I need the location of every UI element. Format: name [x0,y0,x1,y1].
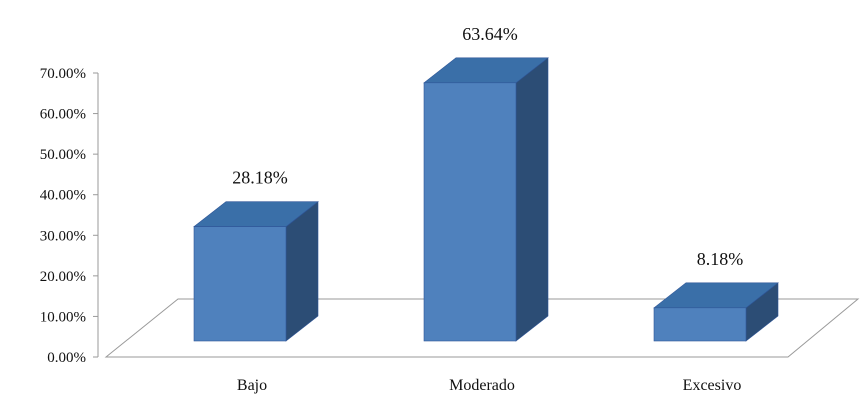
bar-bajo [193,201,319,342]
bar-moderado [423,57,549,342]
bar-front [193,226,287,342]
bar-front [653,307,747,342]
y-tick-label: 40.00% [40,188,86,204]
floor-plane [104,298,860,358]
y-tick-label: 20.00% [40,269,86,285]
y-tick-label: 30.00% [40,228,86,244]
data-label: 8.18% [697,249,744,269]
data-label: 63.64% [462,24,518,44]
data-label: 28.18% [232,168,288,188]
y-tick-label: 0.00% [47,350,86,366]
category-label: Moderado [449,377,515,394]
category-label: Bajo [237,377,267,394]
bar-excesivo [653,282,779,342]
y-tick-label: 50.00% [40,147,86,163]
data-labels: 28.18% 63.64% 8.18% [232,24,743,269]
x-tick-labels: Bajo Moderado Excesivo [237,377,741,394]
y-tick-labels: 0.00% 10.00% 20.00% 30.00% 40.00% 50.00% 60.00… [40,66,98,366]
bar-side [515,57,549,342]
bar-front [423,82,517,342]
category-label: Excesivo [683,377,742,394]
y-tick-label: 10.00% [40,309,86,325]
y-tick-label: 60.00% [40,107,86,123]
bars [193,57,779,342]
y-tick-label: 70.00% [40,66,86,82]
